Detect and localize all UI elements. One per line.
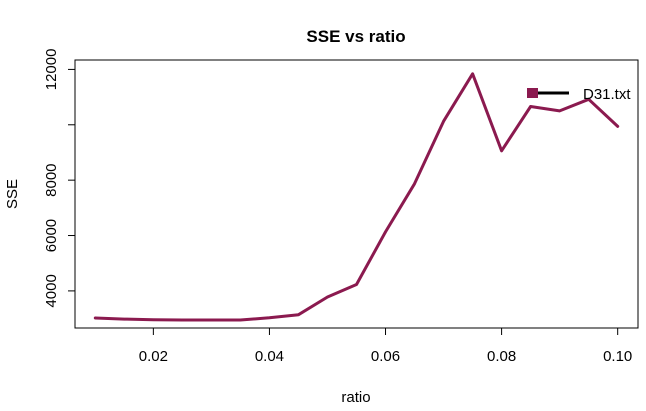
data-point [384,230,387,234]
data-point [94,316,97,320]
data-point [500,149,503,153]
data-point [210,318,213,322]
legend: D31.txt [527,86,631,103]
x-tick-label: 0.02 [139,348,168,365]
x-tick-label: 0.08 [487,348,516,365]
data-point [442,119,445,123]
x-axis-label: ratio [341,389,370,406]
x-tick-label: 0.04 [255,348,284,365]
y-tick-label: 12000 [43,49,60,91]
y-tick-label: 4000 [43,274,60,307]
data-point [239,318,242,322]
series-layer [93,72,620,322]
data-point [152,318,155,321]
data-point [413,182,416,185]
x-axis: 0.02 0.04 0.06 0.08 0.10 [139,327,632,365]
legend-label-d31: D31.txt [583,86,631,103]
y-tick-label: 8000 [43,163,60,196]
data-point [471,72,474,76]
y-axis: 4000 6000 8000 12000 [43,49,76,308]
x-tick-label: 0.10 [603,348,632,365]
chart-title: SSE vs ratio [306,27,405,46]
series-line-d31 [93,72,620,322]
data-point [529,105,532,108]
data-point [326,295,329,299]
y-axis-label: SSE [4,179,21,209]
plot-frame [74,59,639,329]
data-point [355,283,358,286]
data-point [558,109,561,113]
data-point [587,98,590,101]
data-point [297,313,300,316]
data-point [268,316,271,319]
legend-marker [527,88,538,98]
data-point [123,317,126,321]
data-point [616,125,619,128]
y-tick-label: 6000 [43,219,60,252]
data-point [181,318,184,322]
x-tick-label: 0.06 [371,348,400,365]
